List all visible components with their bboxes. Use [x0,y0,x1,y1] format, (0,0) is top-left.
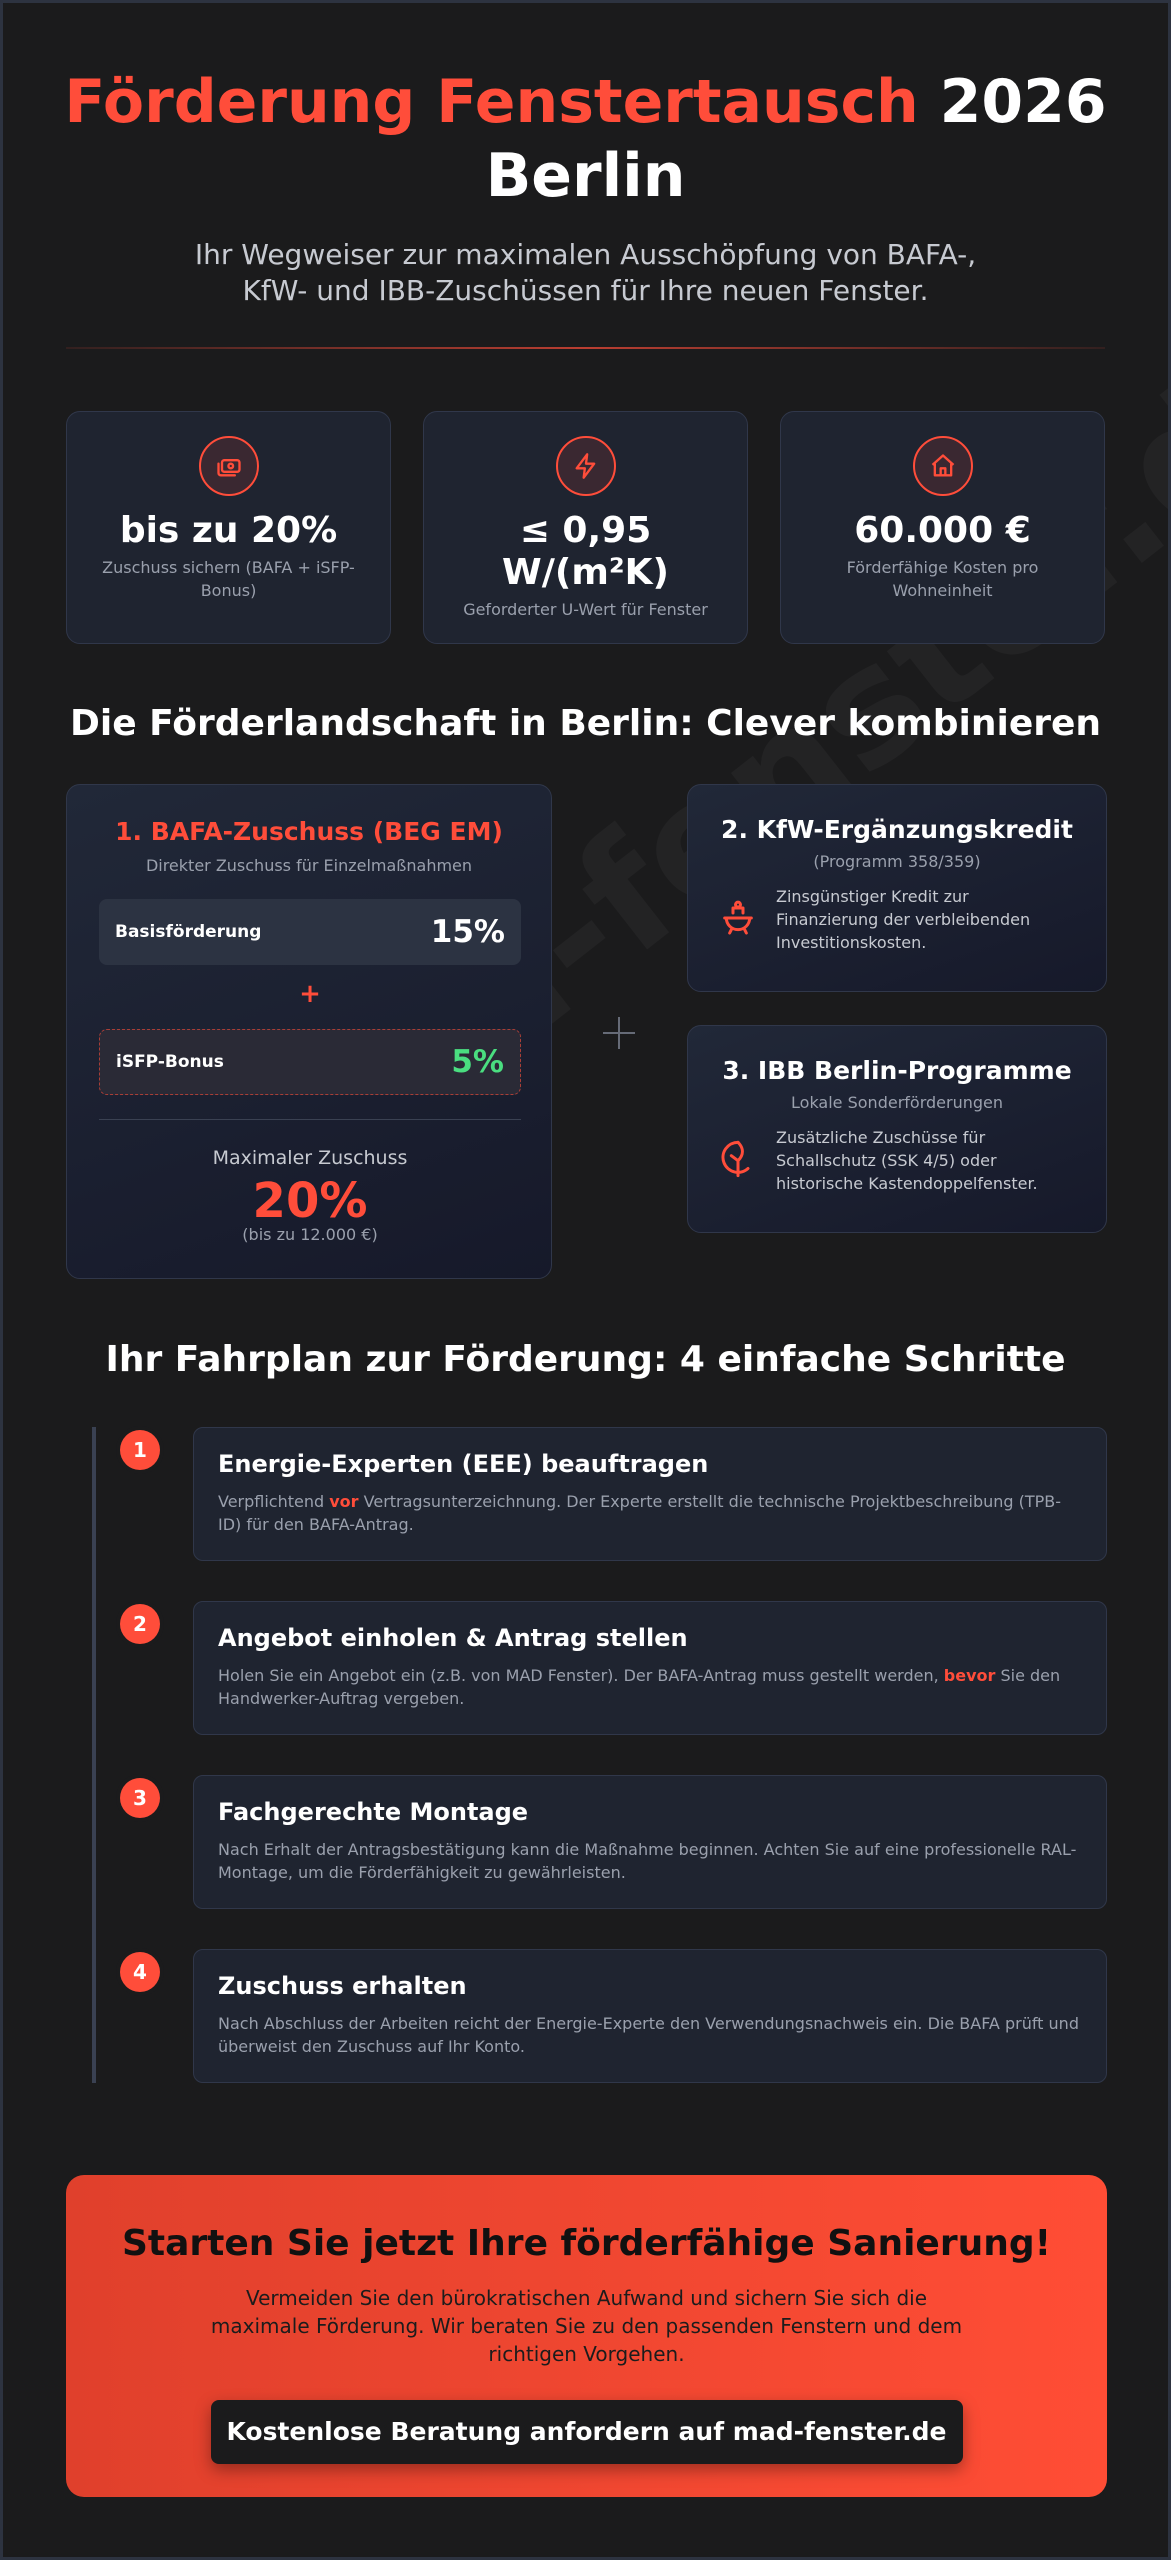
title-highlight: Förderung Fenstertausch [64,67,919,137]
stat-value-line-2: W/(m²K) [502,552,669,593]
timeline-line [92,1427,96,2083]
step-card-2: Angebot einholen & Antrag stellen Holen … [193,1601,1107,1735]
step-title: Energie-Experten (EEE) beauftragen [218,1450,709,1478]
max-note: (bis zu 12.000 €) [242,1225,378,1244]
subtitle-line-1: Ihr Wegweiser zur maximalen Ausschöpfung… [194,238,977,271]
step-card-1: Energie-Experten (EEE) beauftragen Verpf… [193,1427,1107,1561]
stat-card-subsidy: bis zu 20% Zuschuss sichern (BAFA + iSFP… [66,411,391,644]
stat-card-u-value: ≤ 0,95 W/(m²K) Geforderter U-Wert für Fe… [423,411,748,644]
kfw-subtitle: (Programm 358/359) [813,852,981,871]
kfw-card: 2. KfW-Ergänzungskredit (Programm 358/35… [687,784,1107,992]
header-divider [66,347,1105,349]
lightning-icon [555,436,616,496]
house-icon [912,436,973,496]
step-number: 2 [120,1604,160,1644]
cta-banner: Starten Sie jetzt Ihre förderfähige Sani… [66,2175,1107,2497]
isfp-value: 5% [451,1044,504,1080]
subtitle-line-2: KfW- und IBB-Zuschüssen für Ihre neuen F… [242,274,929,307]
stat-value-line-1: ≤ 0,95 [519,510,652,551]
kfw-title: 2. KfW-Ergänzungskredit [721,815,1073,844]
isfp-row: iSFP-Bonus 5% [99,1029,521,1095]
basis-row: Basisförderung 15% [99,899,521,965]
plus-icon [603,1017,635,1049]
stat-value: ≤ 0,95 W/(m²K) [424,510,747,594]
stat-label: Zuschuss sichern (BAFA + iSFP-Bonus) [102,558,355,600]
stat-value: bis zu 20% [119,510,338,551]
cta-title: Starten Sie jetzt Ihre förderfähige Sani… [121,2223,1052,2264]
page-subtitle: Ihr Wegweiser zur maximalen Ausschöpfung… [3,237,1168,309]
kfw-text: Zinsgünstiger Kredit zur Finanzierung de… [776,887,1031,952]
plus-sign: + [299,979,321,1009]
max-value: 20% [252,1173,368,1229]
basis-value: 15% [430,914,505,950]
page-header: Förderung Fenstertausch 2026 Berlin Ihr … [3,65,1168,309]
step-description: Nach Abschluss der Arbeiten reicht der E… [218,2014,1079,2056]
step-title: Angebot einholen & Antrag stellen [218,1624,688,1652]
section-heading-funding: Die Förderlandschaft in Berlin: Clever k… [69,703,1102,744]
isfp-label: iSFP-Bonus [116,1052,224,1072]
step-description: Verpflichtend vor Vertragsunterzeichnung… [218,1492,1062,1534]
ibb-title: 3. IBB Berlin-Programme [722,1056,1072,1085]
stat-value: 60.000 € [854,510,1031,551]
stat-label: Förderfähige Kosten pro Wohneinheit [846,558,1039,600]
cta-text: Vermeiden Sie den bürokratischen Aufwand… [210,2286,963,2366]
bafa-title: 1. BAFA-Zuschuss (BEG EM) [115,817,503,846]
kfw-body: Zinsgünstiger Kredit zur Finanzierung de… [688,885,1106,954]
bafa-card: 1. BAFA-Zuschuss (BEG EM) Direkter Zusch… [66,784,552,1279]
page: mad-fenster.de Förderung Fenstertausch 2… [3,3,1168,2557]
step-title: Fachgerechte Montage [218,1798,529,1826]
stat-card-costs: 60.000 € Förderfähige Kosten pro Wohnein… [780,411,1105,644]
step-number: 3 [120,1778,160,1818]
title-city: Berlin [485,141,686,211]
basis-label: Basisförderung [115,922,262,942]
step-card-4: Zuschuss erhalten Nach Abschluss der Arb… [193,1949,1107,2083]
step-number: 1 [120,1430,160,1470]
page-title: Förderung Fenstertausch 2026 Berlin [3,65,1168,213]
bafa-subtitle: Direkter Zuschuss für Einzelmaßnahmen [145,856,473,875]
step-description: Holen Sie ein Angebot ein (z.B. von MAD … [218,1666,1061,1708]
bafa-divider [99,1119,521,1120]
step-highlight: vor [329,1492,359,1511]
ibb-body: Zusätzliche Zuschüsse für Schallschutz (… [688,1126,1106,1195]
section-heading-roadmap: Ihr Fahrplan zur Förderung: 4 einfache S… [105,1339,1066,1380]
max-label: Maximaler Zuschuss [212,1147,408,1169]
step-title: Zuschuss erhalten [218,1972,467,2000]
ibb-subtitle: Lokale Sonderförderungen [791,1093,1003,1112]
money-icon [198,436,259,496]
step-highlight: bevor [943,1666,996,1685]
consultation-button[interactable]: Kostenlose Beratung anfordern auf mad-fe… [210,2400,963,2464]
stat-label: Geforderter U-Wert für Fenster [463,600,708,619]
leaf-icon [718,1139,762,1183]
ibb-card: 3. IBB Berlin-Programme Lokale Sonderför… [687,1025,1107,1233]
step-card-3: Fachgerechte Montage Nach Erhalt der Ant… [193,1775,1107,1909]
title-year: 2026 [939,67,1107,137]
piggy-bank-icon [718,898,762,942]
step-description: Nach Erhalt der Antragsbestätigung kann … [218,1840,1077,1882]
ibb-text: Zusätzliche Zuschüsse für Schallschutz (… [776,1128,1038,1193]
step-number: 4 [120,1952,160,1992]
